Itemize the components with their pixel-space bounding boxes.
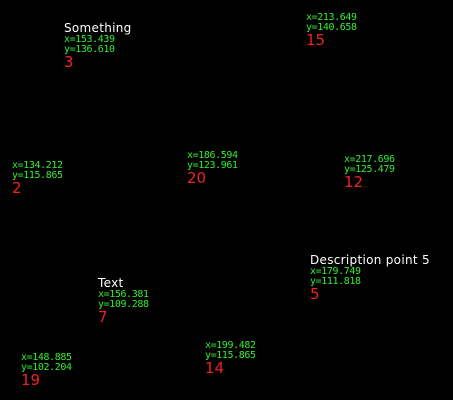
x-coordinate: x=153.439 bbox=[64, 34, 115, 45]
point-annotation: Something x=153.439 y=136.610 3 bbox=[64, 22, 132, 70]
point-annotation: x=148.885 y=102.204 19 bbox=[21, 353, 72, 388]
point-annotation: Text x=156.381 y=109.288 7 bbox=[98, 277, 149, 325]
x-coordinate: x=186.594 bbox=[187, 150, 238, 161]
point-annotation: Description point 5 x=179.749 y=111.818 5 bbox=[310, 254, 430, 302]
x-coordinate: x=134.212 bbox=[12, 160, 63, 171]
x-coordinate: x=217.696 bbox=[344, 154, 395, 165]
y-coordinate: y=123.961 bbox=[187, 159, 238, 171]
x-coordinate: x=199.482 bbox=[205, 340, 256, 351]
y-coordinate: y=109.288 bbox=[98, 298, 149, 310]
y-coordinate: y=115.865 bbox=[12, 169, 63, 181]
x-coordinate: x=213.649 bbox=[306, 12, 357, 23]
point-annotation: x=186.594 y=123.961 20 bbox=[187, 151, 238, 186]
y-coordinate: y=115.865 bbox=[205, 349, 256, 361]
x-coordinate: x=148.885 bbox=[21, 352, 72, 363]
y-coordinate: y=125.479 bbox=[344, 163, 395, 175]
point-annotation: x=217.696 y=125.479 12 bbox=[344, 155, 395, 190]
y-coordinate: y=102.204 bbox=[21, 361, 72, 373]
point-id: 20 bbox=[187, 169, 207, 187]
point-id: 15 bbox=[306, 31, 326, 49]
point-label: Something bbox=[64, 21, 132, 35]
point-annotation: x=199.482 y=115.865 14 bbox=[205, 341, 256, 376]
point-id: 2 bbox=[12, 179, 22, 197]
y-coordinate: y=136.610 bbox=[64, 43, 115, 55]
point-id: 12 bbox=[344, 173, 364, 191]
point-id: 7 bbox=[98, 308, 108, 326]
point-id: 14 bbox=[205, 359, 225, 377]
point-annotation: x=213.649 y=140.658 15 bbox=[306, 13, 357, 48]
point-id: 5 bbox=[310, 285, 320, 303]
y-coordinate: y=111.818 bbox=[310, 275, 361, 287]
point-label: Description point 5 bbox=[310, 253, 430, 267]
x-coordinate: x=156.381 bbox=[98, 289, 149, 300]
point-label: Text bbox=[98, 276, 124, 290]
y-coordinate: y=140.658 bbox=[306, 21, 357, 33]
x-coordinate: x=179.749 bbox=[310, 266, 361, 277]
point-annotation: x=134.212 y=115.865 2 bbox=[12, 161, 63, 196]
point-id: 3 bbox=[64, 53, 74, 71]
point-id: 19 bbox=[21, 371, 41, 389]
